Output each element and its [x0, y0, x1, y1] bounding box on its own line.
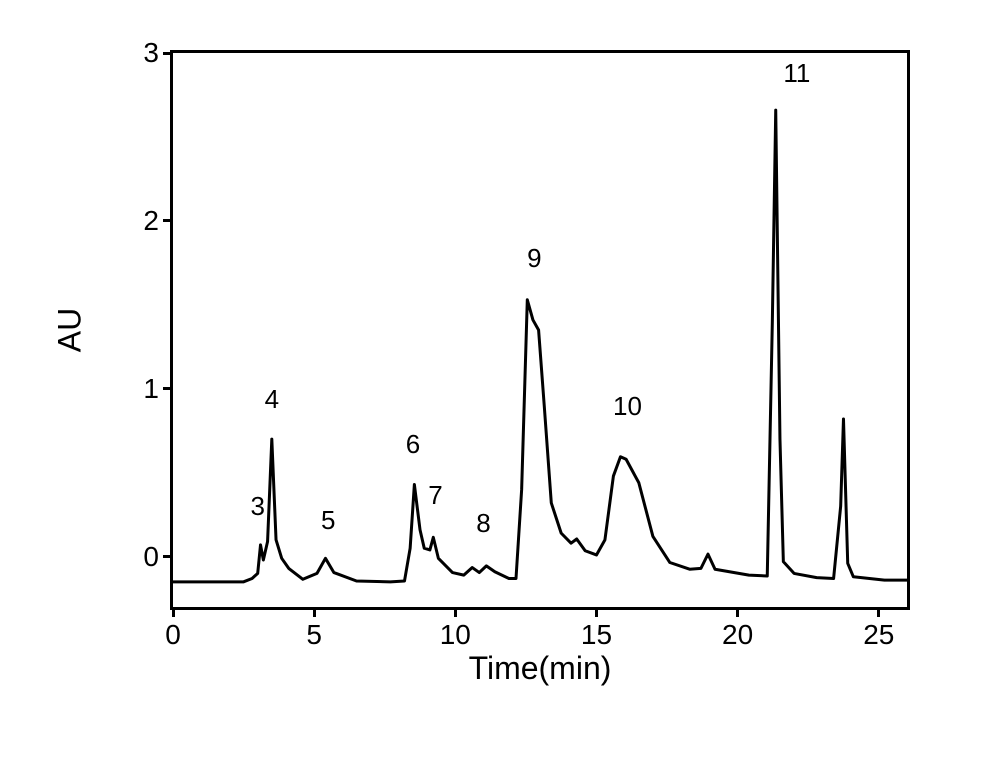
- y-tick: [163, 219, 173, 222]
- peak-label-3: 3: [250, 491, 264, 522]
- chromatogram-chart: AU Time(min) 0123051015202534567891011: [60, 30, 940, 710]
- x-tick: [736, 607, 739, 617]
- x-tick-label: 0: [165, 619, 181, 651]
- plot-area: 0123051015202534567891011: [170, 50, 910, 610]
- y-tick: [163, 387, 173, 390]
- x-axis-label: Time(min): [469, 650, 612, 687]
- peak-label-11: 11: [783, 58, 810, 89]
- x-tick: [313, 607, 316, 617]
- x-tick: [454, 607, 457, 617]
- peak-label-8: 8: [476, 508, 490, 539]
- peak-label-7: 7: [428, 480, 442, 511]
- x-tick-label: 10: [440, 619, 471, 651]
- y-tick-label: 1: [109, 373, 159, 405]
- y-tick: [163, 555, 173, 558]
- y-tick-label: 3: [109, 37, 159, 69]
- peak-label-9: 9: [527, 243, 541, 274]
- x-tick-label: 15: [581, 619, 612, 651]
- x-tick: [595, 607, 598, 617]
- chromatogram-svg: [173, 53, 907, 607]
- y-tick-label: 2: [109, 205, 159, 237]
- peak-label-6: 6: [406, 429, 420, 460]
- peak-label-4: 4: [265, 384, 279, 415]
- x-tick-label: 20: [722, 619, 753, 651]
- x-tick-label: 5: [306, 619, 322, 651]
- y-tick-label: 0: [109, 541, 159, 573]
- x-tick-label: 25: [863, 619, 894, 651]
- y-axis-label: AU: [52, 308, 89, 352]
- peak-label-5: 5: [321, 505, 335, 536]
- x-tick: [877, 607, 880, 617]
- peak-label-10: 10: [613, 391, 642, 422]
- y-tick: [163, 52, 173, 55]
- chromatogram-line: [173, 110, 907, 582]
- x-tick: [172, 607, 175, 617]
